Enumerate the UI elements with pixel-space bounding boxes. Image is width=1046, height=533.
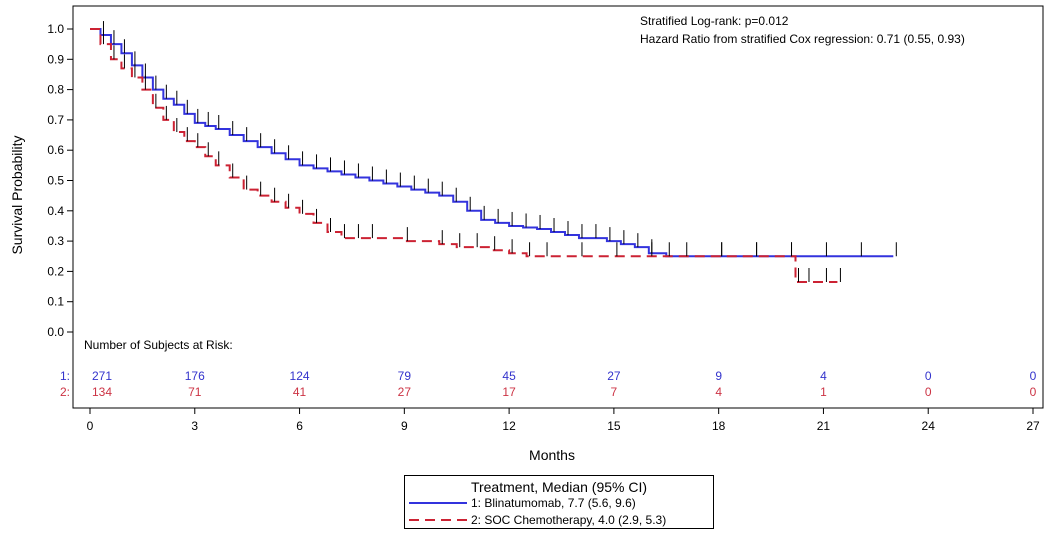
legend-swatch-solid [409, 502, 467, 504]
risk-count: 27 [607, 369, 621, 383]
risk-table-title: Number of Subjects at Risk: [84, 338, 233, 352]
risk-count: 271 [92, 369, 112, 383]
y-tick-label: 0.4 [47, 204, 64, 218]
censor-marks [102, 21, 897, 283]
risk-count: 124 [290, 369, 310, 383]
risk-count: 79 [398, 369, 412, 383]
risk-count: 0 [925, 369, 932, 383]
risk-count: 0 [1030, 385, 1037, 399]
x-tick-label: 15 [607, 419, 621, 433]
y-tick-label: 0.5 [47, 174, 64, 188]
legend-entry-blinatumomab: 1: Blinatumomab, 7.7 (5.6, 9.6) [409, 495, 636, 511]
y-tick-label: 1.0 [47, 22, 64, 36]
x-tick-label: 12 [502, 419, 516, 433]
y-tick-label: 0.0 [47, 325, 64, 339]
legend-swatch-dashed [409, 519, 467, 521]
survival-curve-series-2 [90, 28, 838, 284]
risk-count: 7 [611, 385, 618, 399]
legend-label-2: 2: SOC Chemotherapy, 4.0 (2.9, 5.3) [471, 513, 667, 527]
y-tick-label: 0.1 [47, 295, 64, 309]
risk-row-label: 1: [60, 369, 70, 383]
y-tick-label: 0.3 [47, 234, 64, 248]
x-tick-label: 0 [87, 419, 94, 433]
risk-count: 0 [1030, 369, 1037, 383]
risk-count: 45 [502, 369, 516, 383]
plot-frame [72, 5, 1044, 409]
x-tick-label: 21 [817, 419, 831, 433]
y-axis-label: Survival Probability [9, 135, 25, 254]
legend-title: Treatment, Median (95% CI) [470, 479, 648, 495]
x-axis-ticks: 0 3 6 9 12 15 18 21 24 27 [87, 408, 1040, 433]
x-axis-label: Months [529, 447, 575, 463]
risk-count: 1 [820, 385, 827, 399]
risk-count: 0 [925, 385, 932, 399]
risk-count: 176 [185, 369, 205, 383]
logrank-annotation: Stratified Log-rank: p=0.012 [640, 14, 789, 28]
x-tick-label: 24 [922, 419, 936, 433]
risk-table: 1: 271 176 124 79 45 27 9 4 0 02: 134 71 41 27 17 7 4 1 0 0 [60, 369, 1037, 399]
risk-count: 41 [293, 385, 307, 399]
x-tick-label: 9 [401, 419, 408, 433]
y-axis-ticks: 0.0 0.1 0.2 0.3 0.4 0.5 0.6 0.7 0.8 0.9 1.0 [47, 22, 73, 339]
x-tick-label: 18 [712, 419, 726, 433]
risk-count: 17 [502, 385, 516, 399]
legend: Treatment, Median (95% CI) 1: Blinatumom… [404, 475, 714, 529]
legend-label-1: 1: Blinatumomab, 7.7 (5.6, 9.6) [471, 496, 636, 510]
risk-count: 4 [715, 385, 722, 399]
y-tick-label: 0.6 [47, 143, 64, 157]
y-tick-label: 0.9 [47, 52, 64, 66]
risk-count: 9 [715, 369, 722, 383]
y-tick-label: 0.7 [47, 113, 64, 127]
y-tick-label: 0.8 [47, 83, 64, 97]
risk-count: 4 [820, 369, 827, 383]
x-tick-label: 6 [296, 419, 303, 433]
risk-count: 134 [92, 385, 112, 399]
risk-row-label: 2: [60, 385, 70, 399]
survival-curves [90, 28, 894, 284]
x-tick-label: 27 [1026, 419, 1040, 433]
survival-curve-series-1 [90, 28, 894, 258]
risk-count: 71 [188, 385, 202, 399]
y-tick-label: 0.2 [47, 264, 64, 278]
risk-count: 27 [398, 385, 412, 399]
legend-entry-soc-chemotherapy: 2: SOC Chemotherapy, 4.0 (2.9, 5.3) [409, 512, 666, 528]
plot-svg: 0.00.10.20.30.40.50.60.70.80.91.0 0 3 6 9 12… [9, 5, 1044, 463]
hazard-ratio-annotation: Hazard Ratio from stratified Cox regress… [640, 32, 965, 46]
x-tick-label: 3 [191, 419, 198, 433]
